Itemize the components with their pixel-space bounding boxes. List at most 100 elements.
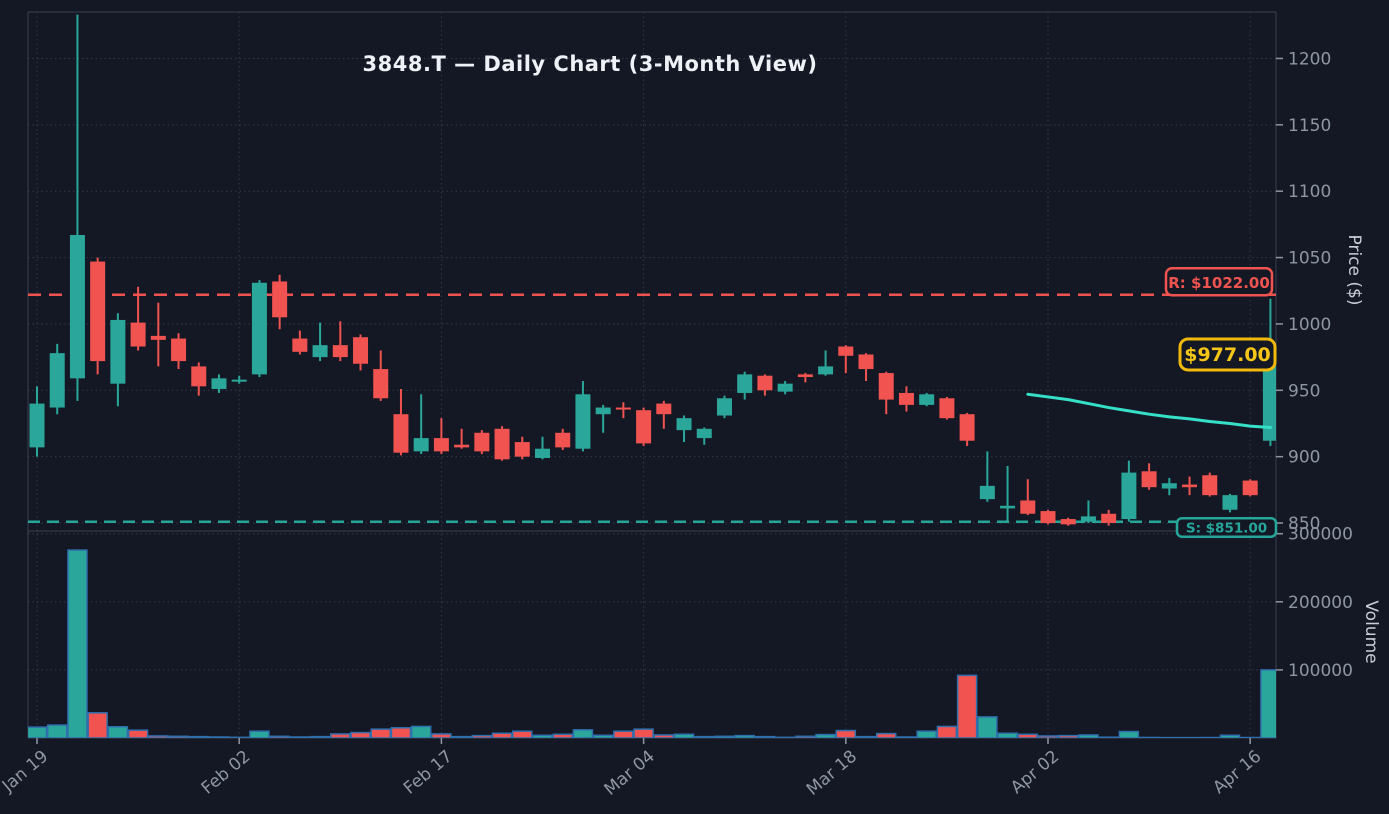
volume-tick-label: 200000 <box>1288 593 1353 613</box>
volume-bar <box>228 736 250 738</box>
volume-bar <box>127 729 149 738</box>
candle-body <box>1242 480 1258 496</box>
volume-bar <box>835 729 857 738</box>
volume-bar <box>431 733 452 738</box>
resistance-level-label: R: $1022.00 <box>1164 266 1274 297</box>
candle-body <box>171 338 187 362</box>
candle-body <box>878 373 894 400</box>
volume-bar <box>875 732 897 738</box>
volume-tick-label: 100000 <box>1288 661 1353 681</box>
candle-body <box>1141 471 1157 488</box>
volume-bar <box>855 735 877 738</box>
date-tick-label: Mar 04 <box>601 747 659 800</box>
candle-body <box>1222 495 1238 510</box>
volume-bar <box>956 674 978 738</box>
price-tick-label: 1200 <box>1288 49 1331 69</box>
volume-bar <box>471 734 493 738</box>
candle-body <box>615 407 631 410</box>
volume-bar <box>572 729 594 738</box>
candle-body <box>939 398 955 419</box>
price-axis-title: Price ($) <box>1344 235 1364 306</box>
ma-line-path <box>1026 392 1272 429</box>
candle-body <box>757 375 773 391</box>
volume-bar <box>1219 734 1241 738</box>
volume-axis-title: Volume <box>1361 600 1381 663</box>
candle-body <box>696 428 712 439</box>
candle-body <box>737 374 753 393</box>
candle-body <box>29 403 45 448</box>
candle-body <box>979 485 995 500</box>
candle-body <box>413 438 429 452</box>
candle-body <box>676 418 692 431</box>
candle-body <box>332 345 348 358</box>
support-level-label: S: $851.00 <box>1175 516 1278 538</box>
volume-bar <box>1057 734 1079 738</box>
volume-bar <box>67 549 88 738</box>
volume-bar <box>653 734 675 738</box>
date-tick-label: Apr 16 <box>1209 747 1265 799</box>
volume-bar <box>977 716 998 738</box>
volume-tick-label: 300000 <box>1288 525 1353 545</box>
candle-body <box>231 379 247 382</box>
candle-body <box>251 282 267 375</box>
candle-body <box>191 366 207 387</box>
candle-body <box>292 338 308 352</box>
price-tick-label: 850 <box>1288 514 1320 534</box>
candle-body <box>1182 484 1198 488</box>
candle-body <box>1060 519 1076 525</box>
volume-bar <box>1260 669 1276 738</box>
volume-bar <box>330 733 351 738</box>
candle-body <box>1040 511 1056 524</box>
volume-bar <box>208 736 230 738</box>
candle-body <box>433 438 449 452</box>
candle-body <box>514 442 530 457</box>
candle-body <box>919 394 935 405</box>
gridlines <box>28 12 1276 738</box>
volume-bar <box>1118 730 1140 738</box>
candle-body <box>716 398 732 416</box>
candle-body <box>1080 516 1096 522</box>
candle-body <box>595 407 611 415</box>
volume-panel-border <box>27 530 1277 739</box>
volume-bar <box>795 735 816 738</box>
date-tick-label: Mar 18 <box>803 747 861 800</box>
candle-body <box>1161 483 1177 489</box>
candle-body <box>393 414 409 453</box>
volume-bar <box>532 734 553 738</box>
candle-body <box>898 392 914 405</box>
candle-body <box>656 403 672 415</box>
candle-body <box>818 366 834 375</box>
candle-body <box>1262 354 1276 441</box>
candle-body <box>474 432 490 452</box>
volume-bar <box>249 730 270 738</box>
date-tick-label: Apr 02 <box>1007 747 1063 799</box>
candle-body <box>858 354 874 370</box>
candle-body <box>575 394 591 449</box>
panel-borders <box>27 11 1277 739</box>
candle-body <box>777 383 793 392</box>
candle-body <box>69 234 85 379</box>
moving-average-line <box>1026 392 1272 429</box>
candle-body <box>90 261 106 362</box>
resistance-label-text: R: $1022.00 <box>1168 274 1270 292</box>
candle-body <box>130 322 146 347</box>
volume-bar <box>491 732 513 738</box>
volume-bar <box>148 735 169 738</box>
volume-bar <box>633 728 654 738</box>
volume-bar <box>269 735 290 738</box>
candle-body <box>272 281 288 318</box>
date-tick-label: Jan 19 <box>0 747 52 797</box>
volume-bar <box>107 726 129 738</box>
volume-bar <box>1017 733 1039 738</box>
candle-body <box>110 319 126 384</box>
volume-bar <box>350 731 371 738</box>
candle-body <box>797 374 813 378</box>
volume-bar <box>936 725 958 738</box>
volume-bar <box>46 724 68 738</box>
last-price-text: $977.00 <box>1184 344 1271 366</box>
volume-bar <box>168 735 189 738</box>
volume-bar <box>390 727 412 738</box>
volume-series <box>28 549 1276 738</box>
